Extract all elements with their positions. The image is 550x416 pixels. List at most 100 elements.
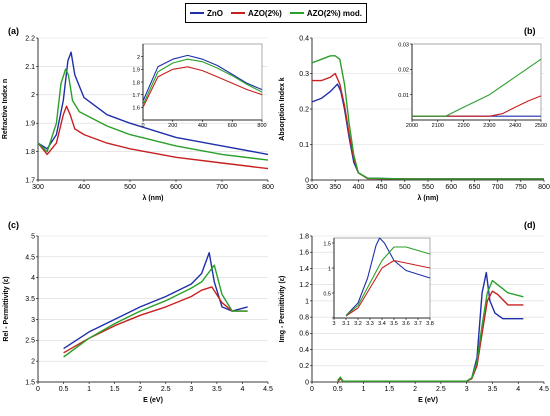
y-tick-label: 4 <box>31 275 35 282</box>
panel-2: 0 0.5 1 1.5 2 2.5 3 3.5 4 4.5 1.5 2 2.5 3 3.5 4 4.5 5 (c) E… <box>3 220 273 404</box>
series-line <box>412 95 542 117</box>
x-tick-label: 1 <box>87 386 91 393</box>
y-tick-label: 3 <box>31 317 35 324</box>
y-tick-label: 2.1 <box>25 64 35 71</box>
x-tick-label: 750 <box>515 184 527 191</box>
x-tick-label: 550 <box>422 184 434 191</box>
series-line <box>337 279 524 382</box>
series-line <box>142 66 263 108</box>
x-tick-label: 4.5 <box>539 386 549 393</box>
x-tick-label: 3.5 <box>488 386 498 393</box>
y-tick-label: 1.9 <box>132 68 140 74</box>
y-tick-label: 5 <box>31 233 35 240</box>
inset: 0 200 400 600 800 1.6 1.7 1.8 1.9 2 <box>132 43 267 129</box>
panel-label: (d) <box>524 220 536 230</box>
legend-swatch <box>231 12 246 14</box>
series-line <box>37 68 269 161</box>
x-tick-label: 3 <box>332 321 335 327</box>
x-tick-label: 1 <box>362 386 366 393</box>
y-tick-label: 0.02 <box>398 68 409 74</box>
x-tick-label: 3.5 <box>212 386 222 393</box>
panel-label: (a) <box>8 26 19 36</box>
inset: 3 3.1 3.2 3.3 3.4 3.5 3.6 3.7 3.8 0.5 1 1.5 <box>323 237 434 327</box>
x-tick-label: 3.8 <box>426 321 434 327</box>
y-tick-label: 1.8 <box>25 149 35 156</box>
x-tick-label: 3.3 <box>366 321 374 327</box>
legend-label: ZnO <box>207 8 224 18</box>
x-tick-label: 1.5 <box>110 386 120 393</box>
legend-label: AZO(2%) mod. <box>306 8 362 18</box>
y-tick-label: 3.5 <box>25 296 35 303</box>
y-tick-label: 0.2 <box>299 106 309 113</box>
series-line <box>345 259 431 317</box>
y-tick-label: 0.2 <box>299 363 309 370</box>
y-tick-label: 2 <box>31 92 35 99</box>
y-axis-label: Refractive Index n <box>2 79 9 139</box>
y-tick-label: 1 <box>305 298 309 305</box>
x-tick-label: 700 <box>492 184 504 191</box>
x-tick-label: 0 <box>141 123 144 129</box>
y-axis-label: Rel - Permittivity (ε) <box>3 276 10 341</box>
y-axis-label: Img - Permittivity (ε) <box>279 276 286 343</box>
x-tick-label: 600 <box>170 184 182 191</box>
inset: 2000 2100 2200 2300 2400 2500 0.01 0.02 0.03 <box>398 42 547 129</box>
series-line <box>412 58 542 117</box>
x-axis-label: λ (nm) <box>143 194 164 202</box>
y-tick-label: 0.6 <box>299 331 309 338</box>
series-line <box>345 237 431 316</box>
y-tick-label: 4.5 <box>25 254 35 261</box>
y-tick-label: 0 <box>305 379 309 386</box>
y-tick-label: 1.8 <box>132 80 140 86</box>
series-line <box>345 246 431 316</box>
y-tick-label: 0.4 <box>299 347 309 354</box>
x-tick-label: 400 <box>353 184 365 191</box>
inset-frame <box>411 43 542 121</box>
x-tick-label: 200 <box>168 123 177 129</box>
x-tick-label: 2200 <box>457 123 469 129</box>
series-line <box>311 55 544 180</box>
x-tick-label: 650 <box>469 184 481 191</box>
plot-frame <box>38 236 268 382</box>
y-tick-label: 0.8 <box>299 315 309 322</box>
legend-item: AZO(2%) <box>231 9 282 18</box>
y-tick-label: 1 <box>328 266 331 272</box>
series-line <box>37 51 269 156</box>
x-tick-label: 2400 <box>509 123 521 129</box>
y-tick-label: 2 <box>137 55 140 61</box>
x-tick-label: 300 <box>32 184 44 191</box>
y-tick-label: 0.3 <box>299 71 309 78</box>
x-tick-label: 500 <box>399 184 411 191</box>
y-tick-label: 2.2 <box>25 35 35 42</box>
x-tick-label: 400 <box>78 184 90 191</box>
x-tick-label: 3.2 <box>354 321 362 327</box>
x-tick-label: 3 <box>189 386 193 393</box>
x-tick-label: 600 <box>228 123 237 129</box>
x-tick-label: 0 <box>310 386 314 393</box>
panel-label: (c) <box>8 220 19 230</box>
x-tick-label: 450 <box>376 184 388 191</box>
x-tick-label: 2.5 <box>161 386 171 393</box>
panel-0: 300 400 500 600 700 800 1.7 1.8 1.9 2 2.1 2.2 (a) λ (… <box>2 26 274 202</box>
y-tick-label: 0.5 <box>323 291 331 297</box>
y-tick-label: 1.4 <box>299 266 309 273</box>
x-tick-label: 0.5 <box>59 386 69 393</box>
y-tick-label: 1.7 <box>132 93 140 99</box>
y-tick-label: 1.2 <box>299 282 309 289</box>
legend-swatch <box>190 12 205 14</box>
y-tick-label: 1.5 <box>25 379 35 386</box>
x-tick-label: 2000 <box>406 123 418 129</box>
y-tick-label: 0.1 <box>299 142 309 149</box>
legend: ZnO AZO(2%) AZO(2%) mod. <box>185 3 367 23</box>
x-tick-label: 4 <box>240 386 244 393</box>
y-tick-label: 2 <box>31 359 35 366</box>
x-tick-label: 2 <box>138 386 142 393</box>
x-tick-label: 2.5 <box>436 386 446 393</box>
x-tick-label: 4 <box>516 386 520 393</box>
y-tick-label: 1.9 <box>25 121 35 128</box>
y-tick-label: 0 <box>305 177 309 184</box>
y-tick-label: 1.8 <box>299 233 309 240</box>
y-tick-label: 1.5 <box>323 241 331 247</box>
x-tick-label: 3.1 <box>342 321 350 327</box>
panel-3: 0 0.5 1 1.5 2 2.5 3 3.5 4 4.5 0 0.2 0.4 0.6 0.8 1 1.2 1.4… <box>279 220 549 404</box>
